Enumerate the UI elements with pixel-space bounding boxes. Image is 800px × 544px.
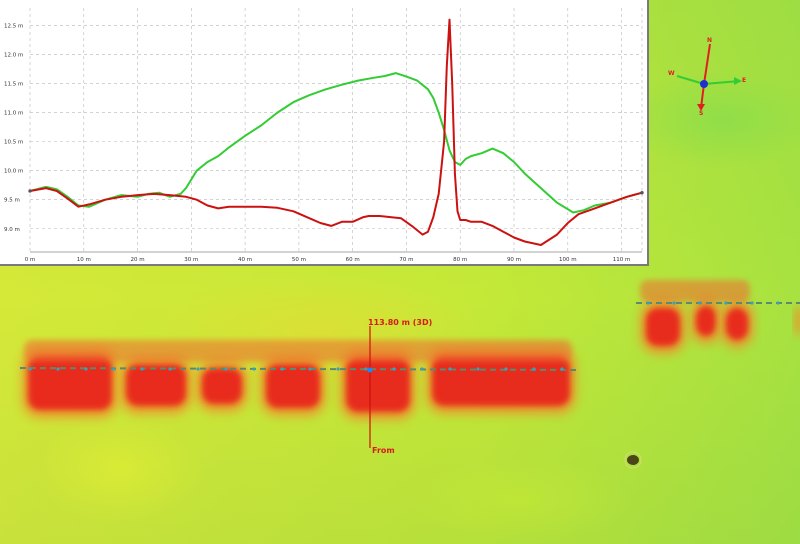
fence-line <box>19 301 800 371</box>
compass-south-label: S <box>699 110 704 117</box>
x-tick-label: 100 m <box>559 257 577 263</box>
compass-east-label: E <box>742 77 747 84</box>
x-tick-label: 90 m <box>507 257 521 263</box>
compass-west-label: W <box>668 70 675 77</box>
fence-post <box>448 367 452 371</box>
fence-post <box>308 367 312 371</box>
fence-post <box>252 367 256 371</box>
x-tick-label: 50 m <box>292 257 306 263</box>
y-tick-label: 10.5 m <box>4 140 23 146</box>
y-tick-label: 11.0 m <box>4 111 23 117</box>
elevation-profile-panel[interactable]: 0 m 10 m 20 m 30 m 40 m 50 m 60 m 70 m 80 m 90 m 1… <box>0 0 649 266</box>
hotspot-core <box>432 356 570 406</box>
x-tick-label: 60 m <box>346 257 360 263</box>
hotspot-core <box>346 358 410 412</box>
hotspot-core <box>126 364 186 406</box>
hotspot-core <box>646 308 680 346</box>
compass-north-label: N <box>707 37 713 44</box>
fence-post <box>140 367 144 371</box>
ground-hole <box>627 455 639 465</box>
hotspot-core <box>202 368 242 404</box>
fence-post <box>476 367 480 371</box>
series-line-1 <box>29 18 643 246</box>
fence-post <box>280 367 284 371</box>
from-label: From <box>372 446 395 455</box>
fence-post <box>504 367 508 371</box>
x-tick-label: 70 m <box>399 257 413 263</box>
fence-post <box>532 367 536 371</box>
fence-post <box>28 367 32 371</box>
fence-post <box>672 301 676 305</box>
fence-post <box>420 367 424 371</box>
fence-post <box>112 367 116 371</box>
elevation-profile-chart: 0 m 10 m 20 m 30 m 40 m 50 m 60 m 70 m 80 m 90 m 1… <box>4 8 644 263</box>
series-line-0 <box>29 72 643 214</box>
y-tick-label: 11.5 m <box>4 82 23 88</box>
fence-post <box>364 367 368 371</box>
hotspot-core <box>266 364 320 408</box>
fence-post <box>168 367 172 371</box>
fence-post <box>392 367 396 371</box>
fence-post <box>698 301 702 305</box>
x-tick-label: 30 m <box>184 257 198 263</box>
distance-label: 113.80 m (3D) <box>368 318 433 327</box>
y-tick-label: 12.5 m <box>4 23 23 29</box>
x-tick-label: 80 m <box>453 257 467 263</box>
fence-post <box>560 367 564 371</box>
hotspot-core <box>726 308 748 340</box>
x-tick-label: 0 m <box>25 257 36 263</box>
fence-post <box>56 367 60 371</box>
y-tick-label: 9.0 m <box>4 227 20 233</box>
x-tick-label: 40 m <box>238 257 252 263</box>
ground-hole-rim <box>624 451 642 469</box>
fence-post <box>336 367 340 371</box>
fence-post <box>750 301 754 305</box>
hotspot-core <box>28 356 112 410</box>
x-tick-label: 110 m <box>613 257 631 263</box>
y-tick-label: 9.5 m <box>4 198 20 204</box>
fence-post <box>196 367 200 371</box>
hotspot-halo <box>794 306 800 336</box>
y-tick-label: 10.0 m <box>4 169 23 175</box>
fence-post <box>646 301 650 305</box>
fence-post <box>776 301 780 305</box>
series-1-endpoint <box>640 191 644 195</box>
x-tick-label: 10 m <box>77 257 91 263</box>
measure-point[interactable] <box>367 367 373 373</box>
elevation-hotspots <box>22 280 800 420</box>
x-tick-label: 20 m <box>131 257 145 263</box>
y-tick-label: 12.0 m <box>4 52 23 58</box>
fence-post <box>224 367 228 371</box>
hotspot-band <box>640 280 750 302</box>
series-1-endpoint <box>28 189 32 193</box>
hotspot-core <box>696 306 716 336</box>
fence-post <box>724 301 728 305</box>
fence-post <box>84 367 88 371</box>
hotspot-band <box>24 340 572 362</box>
